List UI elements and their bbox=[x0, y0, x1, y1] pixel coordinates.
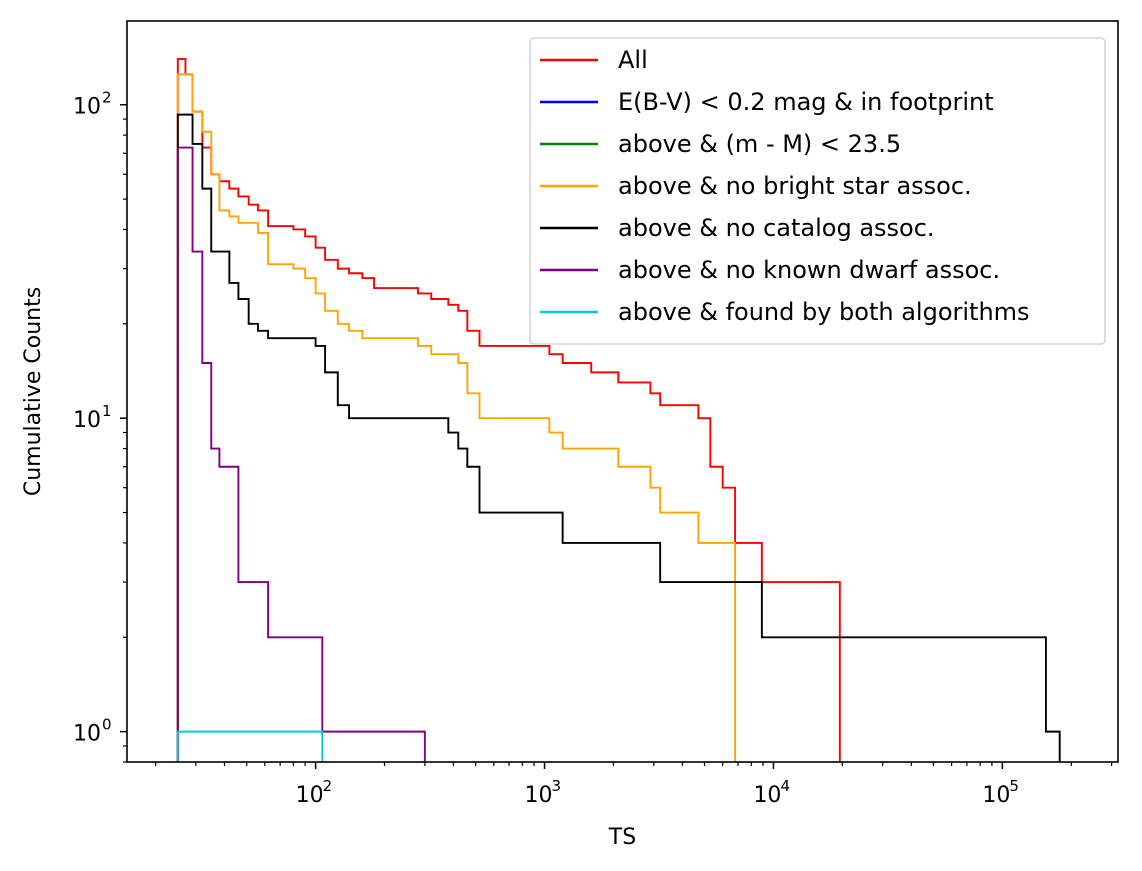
legend-label: All bbox=[618, 46, 648, 74]
x-tick-exponent: 3 bbox=[552, 777, 562, 795]
y-tick-base: 10 bbox=[73, 408, 101, 433]
ticks-layer: 10 2 10 3 10 4 10 510 010 110 2 bbox=[73, 89, 1113, 808]
legend-label: above & no known dwarf assoc. bbox=[618, 256, 1000, 284]
legend-label: above & (m - M) < 23.5 bbox=[618, 130, 901, 158]
legend-frame bbox=[529, 37, 1106, 345]
y-tick-exponent: 0 bbox=[102, 716, 112, 734]
x-tick-exponent: 5 bbox=[1009, 777, 1019, 795]
legend-label: above & no bright star assoc. bbox=[618, 172, 972, 200]
y-tick-label: 10 1 bbox=[73, 402, 112, 433]
x-tick-base: 10 bbox=[982, 783, 1010, 808]
series-line-6 bbox=[176, 730, 324, 762]
y-axis-title: Cumulative Counts bbox=[21, 287, 46, 496]
series-line-0 bbox=[176, 57, 841, 762]
series-line-4 bbox=[176, 113, 1061, 762]
legend-item: above & no known dwarf assoc. bbox=[540, 256, 1000, 284]
legend: All E(B-V) < 0.2 mag & in footprint above … bbox=[529, 37, 1106, 345]
legend-label: E(B-V) < 0.2 mag & in footprint bbox=[618, 88, 994, 116]
x-tick-exponent: 4 bbox=[780, 777, 790, 795]
legend-item: above & found by both algorithms bbox=[540, 298, 1030, 326]
legend-item: above & no bright star assoc. bbox=[540, 172, 972, 200]
series-layer bbox=[176, 57, 1061, 762]
x-axis-title: TS bbox=[608, 825, 636, 850]
y-tick-base: 10 bbox=[73, 722, 101, 747]
x-tick-label: 10 3 bbox=[525, 777, 562, 808]
x-tick-label: 10 2 bbox=[296, 777, 333, 808]
x-tick-label: 10 4 bbox=[753, 777, 790, 808]
legend-item: E(B-V) < 0.2 mag & in footprint bbox=[540, 88, 994, 116]
x-tick-exponent: 2 bbox=[323, 777, 333, 795]
legend-item: All bbox=[540, 46, 648, 74]
y-tick-label: 10 2 bbox=[73, 89, 112, 120]
x-tick-label: 10 5 bbox=[982, 777, 1019, 808]
y-tick-label: 10 0 bbox=[73, 716, 112, 747]
plot-frame bbox=[126, 20, 1119, 763]
y-tick-exponent: 2 bbox=[102, 89, 112, 107]
y-tick-exponent: 1 bbox=[102, 402, 112, 420]
legend-item: above & no catalog assoc. bbox=[540, 214, 935, 242]
legend-label: above & found by both algorithms bbox=[618, 298, 1030, 326]
x-tick-base: 10 bbox=[296, 783, 324, 808]
y-tick-base: 10 bbox=[73, 95, 101, 120]
series-line-5 bbox=[176, 146, 426, 762]
x-tick-base: 10 bbox=[753, 783, 781, 808]
legend-item: above & (m - M) < 23.5 bbox=[540, 130, 901, 158]
x-tick-base: 10 bbox=[525, 783, 553, 808]
series-line-3 bbox=[176, 73, 737, 762]
legend-label: above & no catalog assoc. bbox=[618, 214, 935, 242]
